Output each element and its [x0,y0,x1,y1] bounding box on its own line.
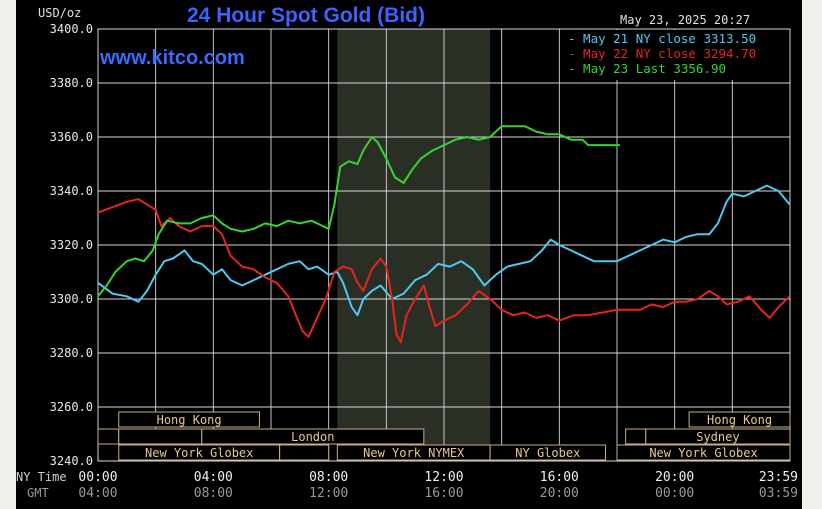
y-axis-ticks: 3400.0 3380.0 3360.0 3340.0 3320.0 3300.0 3280… [50,22,93,468]
y-tick-label: 3400.0 [50,22,93,36]
session-box [688,411,791,428]
legend: - May 21 NY close 3313.50- May 22 NY clo… [563,30,788,80]
series-lines [97,125,791,344]
session-box [625,428,647,445]
session-box [97,428,120,445]
y-tick-label: 3320.0 [50,238,93,252]
x-tick-label-ny: 23:59 [759,470,798,485]
session-label: NY Globex [515,446,580,460]
x-tick-label-ny: 00:00 [78,470,117,485]
x-tick-label-gmt: 12:00 [309,486,348,501]
y-tick-label: 3340.0 [50,184,93,198]
x-tick-label-ny: 16:00 [540,470,579,485]
x-tick-label-gmt: 00:00 [655,486,694,501]
y-tick-label: 3360.0 [50,130,93,144]
series-line [97,184,791,317]
y-tick-label: 3280.0 [50,346,93,360]
series-line [97,125,620,297]
session-box [118,428,203,445]
legend-entry: - May 22 NY close 3294.70 [568,46,756,61]
trading-sessions: Hong Kong London New York Globex New York N… [97,411,791,461]
session-box [279,444,330,461]
session-label: New York NYMEX [363,446,465,460]
x-tick-label-ny: 12:00 [424,470,463,485]
date-label: May 23, 2025 20:27 [620,13,750,27]
session-box [201,428,425,445]
session-label: London [291,430,334,444]
chart-title: 24 Hour Spot Gold (Bid) [187,4,425,27]
x-tick-label-ny: 08:00 [309,470,348,485]
session-box [489,444,606,461]
legend-entry: - May 21 NY close 3313.50 [568,31,756,46]
y-tick-label: 3260.0 [50,400,93,414]
x-tick-label-gmt: 03:59 [759,486,798,501]
session-label: Hong Kong [157,413,222,427]
y-tick-label: 3240.0 [50,454,93,468]
y-tick-label: 3300.0 [50,292,93,306]
x-tick-label-ny: 20:00 [655,470,694,485]
session-label: Hong Kong [707,413,772,427]
y-tick-label: 3380.0 [50,76,93,90]
unit-label: USD/oz [38,6,81,20]
x-axis-row-label-gmt: GMT [27,486,49,500]
legend-box [563,30,788,80]
session-box [616,444,791,461]
series-line [97,198,791,344]
chart-svg: Hong Kong London New York Globex New York N… [16,0,802,509]
session-box [645,428,791,445]
x-tick-label-gmt: 20:00 [540,486,579,501]
watermark: www.kitco.com [99,47,245,69]
session-box [118,411,260,428]
x-axis-row-label-ny: NY Time [16,470,67,484]
x-axis-ticks: 00:0004:0004:0008:0008:0012:0012:0016:00… [78,470,798,501]
x-tick-label-gmt: 04:00 [78,486,117,501]
x-tick-label-gmt: 16:00 [424,486,463,501]
grid-lines [97,28,791,462]
session-label: Sydney [696,430,739,444]
session-label: New York Globex [145,446,253,460]
x-tick-label-ny: 04:00 [194,470,233,485]
legend-entry: - May 23 Last 3356.90 [568,61,726,76]
gold-chart: Hong Kong London New York Globex New York N… [16,0,802,509]
x-tick-label-gmt: 08:00 [194,486,233,501]
session-label: New York Globex [649,446,757,460]
